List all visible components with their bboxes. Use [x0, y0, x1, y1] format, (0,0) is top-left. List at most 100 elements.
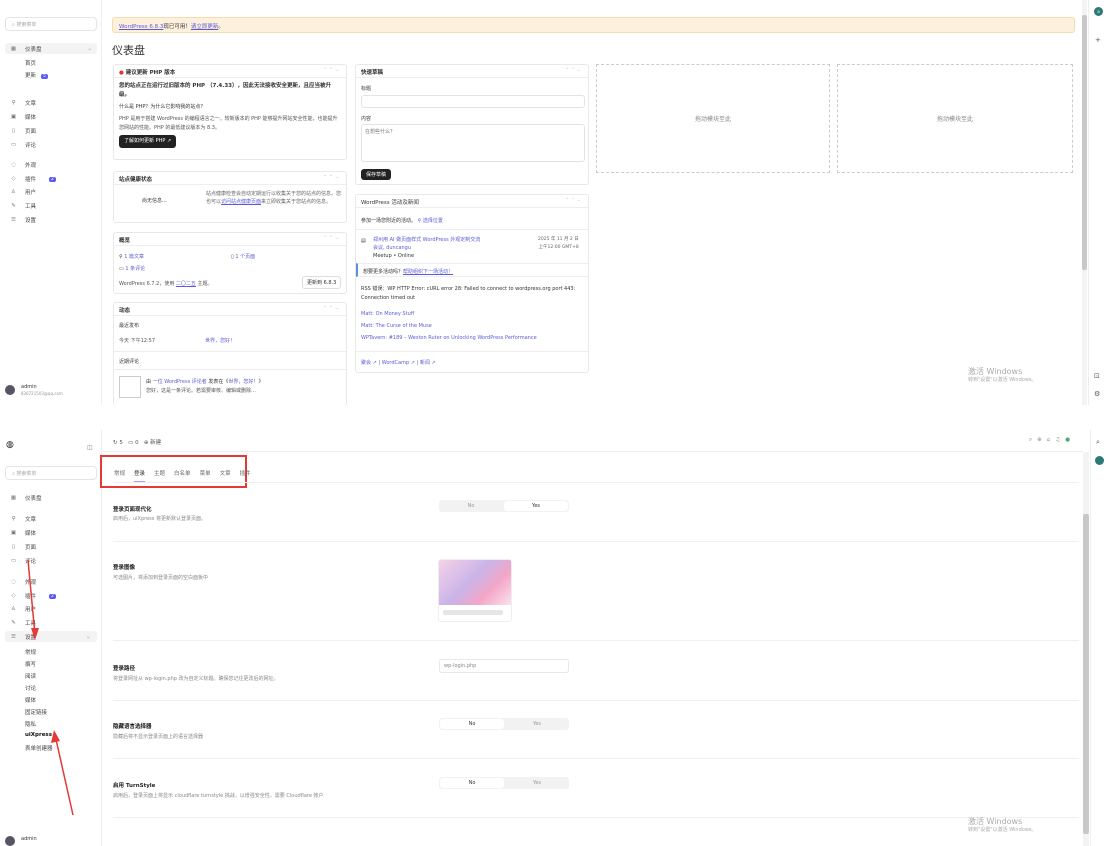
menu-search-input[interactable]: ⌕ 搜索菜单 — [5, 17, 97, 31]
turnstyle-toggle[interactable]: No Yes — [439, 777, 569, 789]
avatar[interactable]: ● — [1065, 437, 1075, 443]
nav-dashboard[interactable]: ▦ 仪表盘 ⌄ — [10, 46, 93, 53]
nav-users[interactable]: ♙ 用户 — [11, 189, 37, 196]
nav-users[interactable]: ♙ 用户 — [11, 606, 37, 613]
scrollbar[interactable] — [1083, 452, 1089, 846]
nav-settings[interactable]: ☰ 设置 ⌄ — [11, 634, 91, 641]
nav-media[interactable]: ▣ 媒体 — [10, 114, 37, 121]
toggle-yes[interactable]: Yes — [532, 780, 542, 786]
widget-controls[interactable]: ˄˅– — [565, 198, 583, 204]
toggle-yes[interactable]: Yes — [532, 721, 542, 727]
profile-avatar-icon[interactable] — [1095, 456, 1104, 465]
nav-pages[interactable]: ▯ 页面 — [11, 128, 37, 135]
avatar[interactable] — [5, 836, 15, 846]
globe-icon[interactable]: ⊕ — [1037, 437, 1047, 443]
collapse-sidebar-icon[interactable]: ◫ — [87, 444, 93, 451]
widget-controls[interactable]: ˄˅– — [323, 236, 341, 242]
modern-login-toggle[interactable]: No Yes — [439, 500, 569, 512]
site-health-link[interactable]: 访问站点健康页面 — [221, 199, 262, 205]
tab-posts[interactable]: 文章 — [219, 471, 231, 477]
home-icon[interactable]: ⌂ — [1046, 437, 1056, 443]
toggle-yes[interactable]: Yes — [504, 501, 568, 511]
nav-tools[interactable]: ✎ 工具 — [11, 203, 37, 210]
nav-plugins[interactable]: ◇ 插件 2 — [11, 593, 56, 600]
nav-media[interactable]: ▣ 媒体 — [10, 530, 37, 537]
select-location-link[interactable]: 选择位置 — [422, 218, 443, 224]
login-image-picker[interactable] — [438, 559, 512, 622]
widget-controls[interactable]: ˄˅– — [323, 306, 341, 312]
nav-home[interactable]: 首页 — [25, 61, 37, 67]
sidebar-item-dashboard[interactable] — [5, 43, 97, 54]
hide-language-toggle[interactable]: No Yes — [439, 718, 569, 730]
tab-menu[interactable]: 菜单 — [199, 471, 211, 477]
event-link[interactable]: 郑州用 AI 做页面样式 WordPress 外观定制交流 — [373, 237, 481, 243]
nav-tools[interactable]: ✎ 工具 — [11, 620, 37, 627]
settings-sub-item[interactable]: 讨论 — [25, 686, 37, 692]
profile-avatar-icon[interactable]: a — [1094, 7, 1103, 16]
tab-general[interactable]: 常规 — [114, 471, 126, 477]
comment-post-link[interactable]: 世界，您好！ — [228, 379, 259, 385]
recent-post-link[interactable]: 世界，您好！ — [205, 338, 236, 344]
new-button[interactable]: 新建 — [150, 440, 162, 446]
nav-appearance[interactable]: ◌外观 — [11, 162, 37, 169]
pages-count-link[interactable]: 1 个页面 — [235, 254, 256, 260]
comments-count-link[interactable]: 1 条评论 — [125, 266, 146, 272]
avatar[interactable] — [5, 385, 15, 395]
toggle-no[interactable]: No — [467, 503, 475, 509]
scrollbar[interactable] — [1082, 0, 1087, 405]
posts-count-link[interactable]: 1 篇文章 — [124, 254, 145, 260]
tab-theme[interactable]: 主题 — [154, 471, 166, 477]
learn-php-button[interactable]: 了解如何更新 PHP ↗ — [119, 135, 177, 148]
settings-sub-item[interactable]: 隐私 — [25, 722, 37, 728]
comment-icon[interactable]: ▭ — [128, 440, 134, 446]
commenter-link[interactable]: 一位 WordPress 评论者 — [152, 379, 207, 385]
menu-search-input[interactable]: ⌕ 搜索菜单 — [5, 466, 97, 480]
nav-comments[interactable]: ▭ 评论 — [10, 142, 37, 149]
news-link[interactable]: Matt: On Money Stuff — [361, 311, 415, 317]
theme-link[interactable]: 二〇二五 — [175, 281, 196, 287]
sidebar-item-settings-active[interactable] — [5, 631, 97, 642]
tab-whitelist[interactable]: 白名单 — [174, 471, 191, 477]
tab-login[interactable]: 登录 — [134, 469, 146, 483]
nav-plugins[interactable]: ◇ 插件 2 — [11, 176, 56, 183]
nav-pages[interactable]: ▯ 页面 — [11, 544, 37, 551]
news-link[interactable]: Matt: The Curse of the Muse — [361, 323, 432, 329]
wp-version-link[interactable]: WordPress 6.8.3 — [119, 24, 164, 30]
settings-sub-item-uixpress[interactable]: uiXpress — [25, 732, 52, 738]
widget-controls[interactable]: ˄˅– — [323, 68, 341, 74]
update-now-link[interactable]: 请立即更新 — [190, 24, 219, 30]
nav-settings[interactable]: ☰ 设置 — [11, 217, 37, 224]
draft-title-input[interactable] — [361, 95, 585, 108]
settings-sub-item[interactable]: 常规 — [25, 650, 37, 656]
update-wp-button[interactable]: 更新到 6.8.3 — [302, 276, 342, 289]
gear-icon[interactable]: ⚙ — [1094, 390, 1101, 398]
save-draft-button[interactable]: 保存草稿 — [361, 169, 392, 180]
settings-sub-item[interactable]: 媒体 — [25, 698, 37, 704]
bell-icon[interactable]: ♫ — [1055, 437, 1066, 443]
widget-controls[interactable]: ˄˅– — [323, 175, 341, 181]
toggle-no[interactable]: No — [440, 778, 504, 788]
new-icon[interactable]: ⊕ — [143, 440, 149, 446]
nav-posts[interactable]: ⚲ 文章 — [11, 100, 37, 107]
plus-icon[interactable]: + — [1095, 36, 1101, 44]
draft-content-textarea[interactable]: 在想些什么？ — [361, 124, 585, 162]
meetups-link[interactable]: 聚会 — [361, 360, 372, 366]
nav-comments[interactable]: ▭ 评论 — [10, 558, 37, 565]
nav-posts[interactable]: ⚲ 文章 — [11, 516, 37, 523]
wordcamp-link[interactable]: WordCamp — [381, 360, 410, 366]
news-footer-link[interactable]: 新闻 — [419, 360, 430, 366]
organize-event-link[interactable]: 帮助组织下一场活动！ — [403, 269, 454, 275]
login-path-input[interactable]: wp-login.php — [439, 659, 569, 673]
search-icon[interactable]: ⌕ — [1029, 437, 1038, 443]
settings-sub-item[interactable]: 固定链接 — [25, 710, 48, 716]
toggle-no[interactable]: No — [440, 719, 504, 729]
nav-dashboard[interactable]: ▦ 仪表盘 — [10, 495, 42, 502]
nav-updates[interactable]: 更新 5 — [25, 73, 48, 79]
updates-icon[interactable]: ↻ — [113, 440, 118, 446]
tab-plugins[interactable]: 插件 — [239, 471, 251, 477]
news-link[interactable]: WPTavern: #189 – Weston Ruter on Unlocki… — [361, 335, 537, 341]
monitor-icon[interactable]: ⊡ — [1094, 372, 1100, 380]
search-icon[interactable]: ⌕ — [1096, 438, 1100, 446]
settings-sub-item[interactable]: 表单创建器 — [25, 746, 53, 752]
settings-sub-item[interactable]: 撰写 — [25, 662, 37, 668]
